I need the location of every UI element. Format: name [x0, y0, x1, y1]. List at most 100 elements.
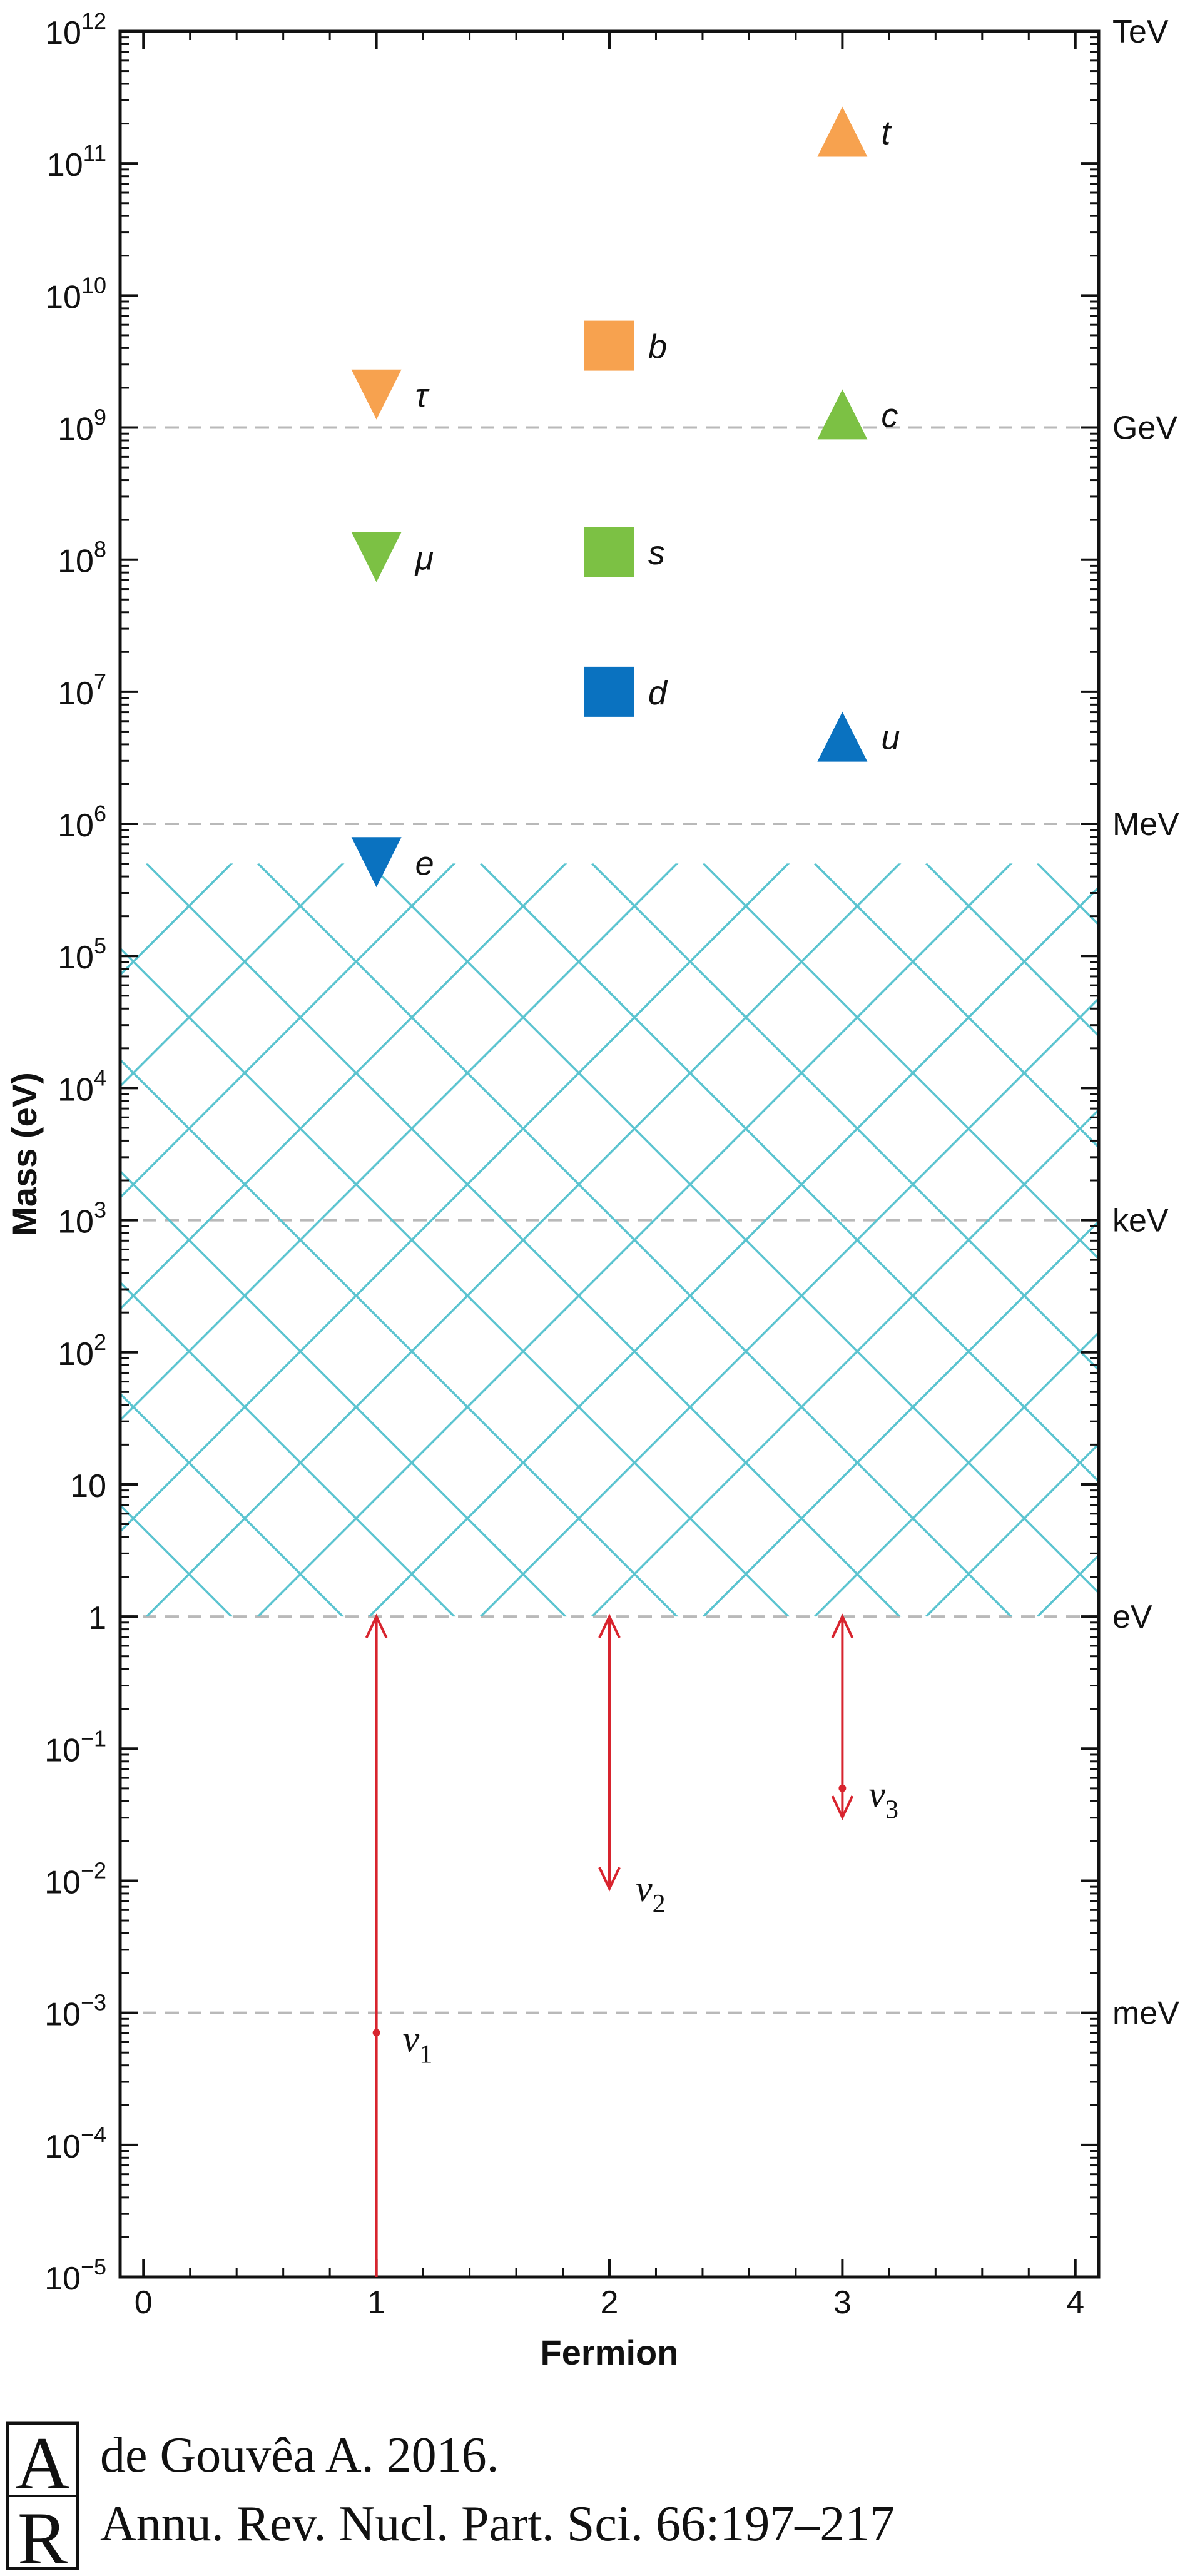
- neutrino-arrow-down: [598, 1867, 621, 1892]
- y-tick-label: 10: [70, 1468, 106, 1504]
- hatch-line: [120, 1503, 233, 1617]
- up-quark-marker: [817, 106, 868, 157]
- fermion-label: u: [881, 719, 900, 757]
- y-tick-label: 105: [58, 933, 106, 976]
- axis-ticks: [120, 30, 1099, 2278]
- right-axis-label: eV: [1112, 1599, 1152, 1635]
- hatch-line: [146, 863, 902, 1617]
- fermion-label: μ: [414, 539, 434, 577]
- hatch-line: [120, 946, 790, 1617]
- y-tick-labels: 1012101110101091081071061051041031021011…: [44, 8, 106, 2297]
- hatch-line: [120, 863, 679, 1422]
- neutrino-label: ν3: [868, 1774, 898, 1825]
- y-tick-label: 102: [58, 1329, 106, 1372]
- hatch-line: [120, 863, 790, 1533]
- y-tick-label: 106: [58, 801, 106, 844]
- fermion-markers: e μ τ d s b u c t: [351, 106, 900, 888]
- hatched-region: [0, 0, 1185, 2415]
- hatch-line: [369, 863, 1099, 1595]
- hatch-line: [925, 863, 1099, 1038]
- y-tick-label: 1012: [45, 8, 106, 51]
- right-axis-label: GeV: [1112, 410, 1177, 447]
- neutrino-point: [838, 1784, 847, 1792]
- hatch-line: [120, 863, 122, 865]
- hatch-line: [369, 885, 1099, 1617]
- neutrino-arrow-up: [365, 1613, 388, 1638]
- hatch-line: [480, 863, 1099, 1483]
- hatch-line: [591, 1108, 1099, 1617]
- fermion-label: d: [648, 674, 668, 712]
- x-axis-title: Fermion: [541, 2333, 679, 2372]
- hatch-line: [120, 863, 345, 1088]
- y-tick-label: 1011: [47, 140, 106, 183]
- fermion-label: s: [648, 534, 665, 572]
- hatch-line: [120, 1392, 345, 1617]
- right-axis-labels: TeV GeV MeV keV eV meV: [1112, 14, 1179, 2032]
- citation-block: A R de Gouvêa A. 2016. Annu. Rev. Nucl. …: [0, 2415, 1185, 2576]
- hatch-line: [0, 863, 987, 2415]
- fermion-label: c: [881, 397, 898, 434]
- hatch-line: [0, 0, 987, 1616]
- hatch-line: [120, 1169, 567, 1617]
- hatch-line: [146, 863, 902, 1617]
- y-tick-label: 109: [58, 405, 106, 448]
- right-axis-label: TeV: [1112, 14, 1169, 50]
- x-tick-labels: 0 1 2 3 4: [135, 2284, 1084, 2321]
- fermion-label: t: [881, 114, 892, 151]
- up-quark-marker: [817, 711, 868, 762]
- neutrino-label: ν2: [636, 1868, 666, 1919]
- svg-text:A: A: [16, 2421, 70, 2505]
- y-tick-label: 10−4: [44, 2122, 106, 2165]
- y-axis-title: Mass (eV): [4, 1072, 44, 1235]
- fermion-label: e: [415, 844, 434, 882]
- lepton-marker: [351, 837, 402, 888]
- x-tick-label: 2: [601, 2284, 619, 2321]
- hatch-line: [480, 996, 1099, 1617]
- y-tick-label: 1010: [45, 272, 106, 315]
- down-quark-marker: [584, 527, 634, 577]
- y-tick-label: 1: [88, 1600, 106, 1636]
- x-tick-label: 0: [135, 2284, 153, 2321]
- citation-journal: Annu. Rev. Nucl. Part. Sci. 66:197–217: [100, 2497, 895, 2552]
- neutrino-point: [372, 2029, 380, 2037]
- y-tick-label: 103: [58, 1197, 106, 1240]
- hatch-line: [120, 1615, 122, 1617]
- x-tick-label: 1: [367, 2284, 385, 2321]
- hatch-line: [120, 863, 233, 976]
- fermion-label: τ: [415, 377, 430, 415]
- annual-reviews-logo: A R: [6, 2421, 79, 2571]
- neutrino-label: ν1: [403, 2018, 433, 2069]
- lepton-marker: [351, 532, 402, 582]
- x-tick-label: 3: [833, 2284, 852, 2321]
- neutrino-arrow-up: [598, 1613, 621, 1638]
- y-tick-label: 10−3: [44, 1990, 106, 2033]
- right-axis-label: keV: [1112, 1203, 1169, 1239]
- hatch-line: [591, 863, 1099, 1372]
- hatch-line: [120, 1058, 679, 1617]
- y-tick-label: 10−2: [44, 1857, 106, 1900]
- neutrino-arrow-up: [831, 1613, 854, 1638]
- neutrino-mass-ranges: ν1 ν2 ν3: [365, 1613, 898, 2277]
- x-tick-label: 4: [1066, 2284, 1084, 2321]
- down-quark-marker: [584, 320, 634, 371]
- hatch-line: [257, 863, 1013, 1617]
- hatch-line: [703, 1219, 1099, 1617]
- right-axis-label: MeV: [1112, 806, 1179, 843]
- hatch-line: [257, 863, 1013, 1617]
- down-quark-marker: [584, 666, 634, 717]
- citation-author: de Gouvêa A. 2016.: [100, 2428, 499, 2483]
- hatch-line: [703, 863, 1099, 1260]
- grid-lines: [120, 426, 1099, 2014]
- hatch-line: [120, 863, 456, 1199]
- y-tick-label: 10−1: [44, 1725, 106, 1768]
- neutrino-arrow-down: [831, 1795, 854, 1820]
- y-tick-label: 107: [58, 669, 106, 712]
- hatch-line: [120, 863, 567, 1311]
- hatch-line: [1037, 863, 1099, 926]
- up-quark-marker: [817, 389, 868, 440]
- y-tick-label: 10−5: [44, 2254, 106, 2297]
- lepton-marker: [351, 369, 402, 420]
- right-axis-label: meV: [1112, 1995, 1179, 2032]
- svg-text:R: R: [18, 2497, 68, 2571]
- hatch-line: [1149, 863, 1185, 2415]
